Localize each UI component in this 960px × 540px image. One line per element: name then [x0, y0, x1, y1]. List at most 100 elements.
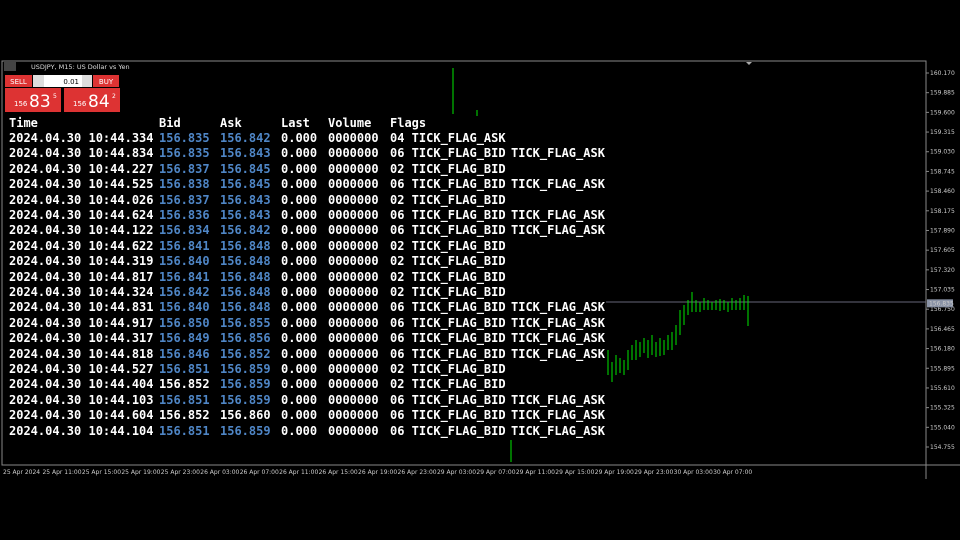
bid-cell: 156.841 — [159, 238, 210, 253]
time-label: 29 Apr 19:00 — [595, 469, 634, 476]
bid-cell: 156.841 — [159, 269, 210, 284]
ask-cell: 156.856 — [220, 331, 271, 346]
volume-cell: 0000000 — [328, 223, 379, 238]
chart-frame — [1, 60, 927, 466]
bid-cell: 156.837 — [159, 161, 210, 176]
time-label: 30 Apr 03:00 — [674, 469, 713, 476]
bid-cell: 156.837 — [159, 192, 210, 207]
sell-price-box[interactable] — [5, 88, 61, 112]
buy-price-box[interactable] — [64, 88, 120, 112]
candles — [452, 68, 749, 462]
buy-price-small: 156 — [73, 100, 87, 108]
price-label: 159.030 — [930, 149, 955, 156]
price-label: 157.890 — [930, 227, 955, 234]
ask-cell: 156.842 — [220, 131, 271, 145]
flag-cell: 06 TICK_FLAG_BID — [390, 392, 506, 407]
bid-cell: 156.840 — [159, 300, 210, 315]
time-cell: 2024.04.30 10:44.227 — [9, 161, 154, 176]
flag-cell: 06 TICK_FLAG_BID — [390, 208, 506, 222]
sell-button[interactable] — [5, 75, 32, 87]
time-label: 26 Apr 19:00 — [358, 469, 397, 476]
price-label: 158.175 — [930, 208, 955, 215]
last-cell: 0.000 — [281, 146, 318, 161]
bid-cell: 156.840 — [159, 254, 210, 269]
flag-cell: 02 TICK_FLAG_BID — [390, 285, 506, 299]
last-cell: 0.000 — [281, 377, 318, 392]
buy-button[interactable] — [93, 75, 119, 87]
ask-cell: 156.860 — [220, 408, 271, 423]
bid-cell: 156.852 — [159, 408, 210, 423]
time-label: 26 Apr 11:00 — [279, 469, 318, 476]
last-cell: 0.000 — [281, 392, 318, 407]
volume-cell: 0000000 — [328, 331, 379, 346]
volume-cell: 0000000 — [328, 408, 379, 423]
flag-cell: 06 TICK_FLAG_BID — [390, 146, 506, 161]
time-label: 26 Apr 03:00 — [200, 469, 239, 476]
flag-cell: 06 TICK_FLAG_BID — [390, 177, 506, 192]
bid-cell: 156.835 — [159, 146, 210, 161]
volume-cell: 0000000 — [328, 362, 379, 376]
last-cell: 0.000 — [281, 208, 318, 222]
lot-up[interactable] — [82, 75, 92, 87]
volume-cell: 0000000 — [328, 208, 379, 222]
price-label: 158.745 — [930, 168, 955, 175]
flag-cell: TICK_FLAG_ASK — [511, 331, 605, 346]
price-label: 156.465 — [930, 326, 955, 333]
ask-cell: 156.855 — [220, 315, 271, 330]
time-label: 26 Apr 23:00 — [398, 469, 437, 476]
sell-label: SELL — [10, 78, 27, 86]
time-cell: 2024.04.30 10:44.622 — [9, 238, 154, 253]
price-label: 155.610 — [930, 385, 955, 392]
last-cell: 0.000 — [281, 285, 318, 299]
last-cell: 0.000 — [281, 254, 318, 269]
lot-input[interactable] — [44, 75, 82, 87]
shift-marker — [746, 62, 752, 65]
sell-price-big: 83 — [29, 92, 51, 112]
window-title: USDJPY, M15: US Dollar vs Yen — [31, 63, 130, 71]
bid-cell: 156.851 — [159, 392, 210, 407]
price-label: 155.040 — [930, 424, 955, 431]
time-label: 30 Apr 07:00 — [713, 469, 752, 476]
last-cell: 0.000 — [281, 346, 318, 361]
bid-cell: 156.852 — [159, 377, 210, 392]
volume-cell: 0000000 — [328, 131, 379, 145]
time-cell: 2024.04.30 10:44.525 — [9, 177, 154, 192]
volume-cell: 0000000 — [328, 346, 379, 361]
lot-down[interactable] — [33, 75, 44, 87]
flag-cell: TICK_FLAG_ASK — [511, 208, 605, 222]
time-cell: 2024.04.30 10:44.831 — [9, 300, 154, 315]
last-cell: 0.000 — [281, 161, 318, 176]
flag-cell: 06 TICK_FLAG_BID — [390, 315, 506, 330]
last-cell: 0.000 — [281, 192, 318, 207]
volume-cell: 0000000 — [328, 238, 379, 253]
time-label: 26 Apr 15:00 — [319, 469, 358, 476]
volume-cell: 0000000 — [328, 192, 379, 207]
time-cell: 2024.04.30 10:44.324 — [9, 285, 154, 299]
flag-cell: TICK_FLAG_ASK — [511, 392, 605, 407]
column-header: Last — [281, 116, 310, 130]
volume-cell: 0000000 — [328, 161, 379, 176]
price-label: 157.320 — [930, 267, 955, 274]
last-cell: 0.000 — [281, 131, 318, 145]
time-cell: 2024.04.30 10:44.404 — [9, 377, 154, 392]
volume-cell: 0000000 — [328, 285, 379, 299]
bid-cell: 156.838 — [159, 177, 210, 192]
flag-cell: 06 TICK_FLAG_BID — [390, 223, 506, 238]
time-cell: 2024.04.30 10:44.026 — [9, 192, 154, 207]
volume-cell: 0000000 — [328, 177, 379, 192]
time-cell: 2024.04.30 10:44.103 — [9, 392, 154, 407]
volume-cell: 0000000 — [328, 377, 379, 392]
last-cell: 0.000 — [281, 269, 318, 284]
flag-cell: 06 TICK_FLAG_BID — [390, 408, 506, 423]
volume-cell: 0000000 — [328, 423, 379, 438]
volume-cell: 0000000 — [328, 315, 379, 330]
volume-cell: 0000000 — [328, 269, 379, 284]
time-label: 25 Apr 2024 — [3, 469, 40, 476]
bid-cell: 156.851 — [159, 362, 210, 376]
time-label: 26 Apr 07:00 — [240, 469, 279, 476]
ask-cell: 156.859 — [220, 423, 271, 438]
time-label: 29 Apr 03:00 — [437, 469, 476, 476]
bid-cell: 156.834 — [159, 223, 210, 238]
